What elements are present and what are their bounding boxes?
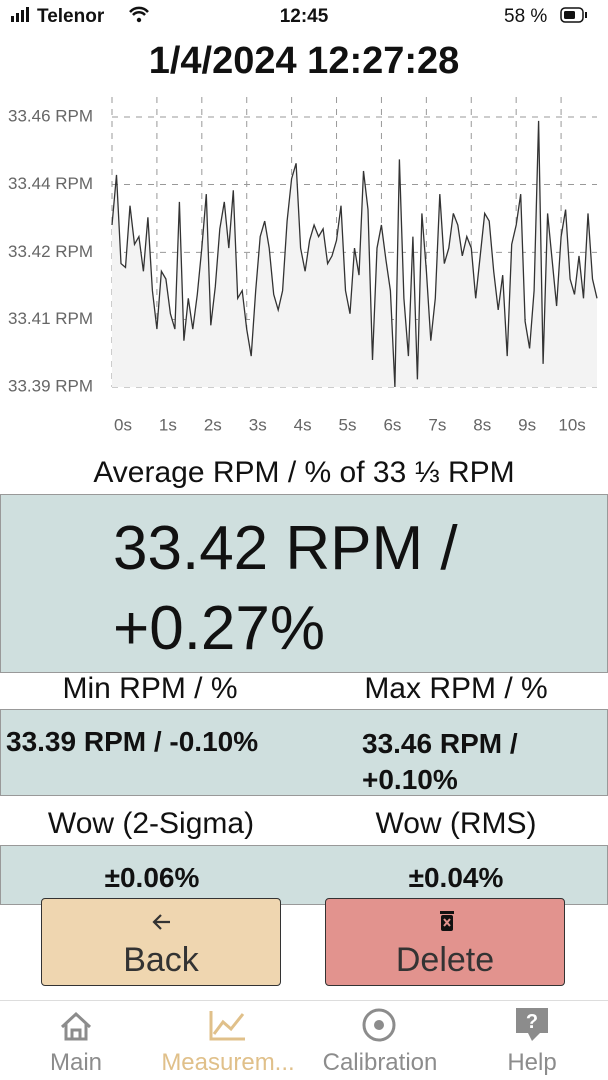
max-value: 33.46 RPM / +0.10% (362, 728, 518, 795)
x-tick-label: 6s (383, 415, 401, 434)
tab-label[interactable]: Main (49, 1049, 103, 1076)
x-tick-label: 0s (114, 415, 132, 434)
tab-icons: ? (60, 1008, 548, 1042)
minmax-box: 33.39 RPM / -0.10% 33.46 RPM / +0.10% (0, 709, 608, 796)
wow-2sigma-value: ±0.06% (104, 862, 200, 893)
x-tick-label: 8s (473, 415, 491, 434)
y-tick-label: 33.46 RPM (8, 106, 93, 125)
chart: 33.46 RPM 33.44 RPM 33.42 RPM 33.41 RPM 33.3… (8, 97, 598, 434)
status-icons (11, 6, 587, 23)
tab-label[interactable]: Measurem... (161, 1049, 295, 1076)
x-tick-label: 9s (518, 415, 536, 434)
back-icon (152, 914, 170, 930)
battery: 58 % (504, 6, 548, 27)
min-value: 33.39 RPM / -0.10% (6, 726, 259, 757)
carrier: Telenor (37, 6, 105, 27)
tab-label[interactable]: Calibration (322, 1049, 438, 1076)
wow-2sigma-label: Wow (2-Sigma) (47, 807, 255, 840)
average-box: 33.42 RPM / +0.27% (0, 494, 608, 673)
trash-icon (440, 911, 454, 931)
back-label: Back (123, 941, 199, 979)
title: 1/4/2024 12:27:28 (148, 40, 460, 82)
x-tick-label: 5s (339, 415, 357, 434)
y-tick-label: 33.44 RPM (8, 174, 93, 193)
min-label: Min RPM / % (62, 672, 238, 705)
wow-rms-label: Wow (RMS) (375, 807, 537, 840)
y-tick-label: 33.41 RPM (8, 309, 93, 328)
x-tick-label: 7s (428, 415, 446, 434)
x-tick-label: 4s (294, 415, 312, 434)
average-value: 33.42 RPM / +0.27% (113, 514, 458, 663)
clock: 12:45 (279, 6, 329, 27)
y-tick-label: 33.39 RPM (8, 376, 93, 395)
tab-label[interactable]: Help (507, 1049, 557, 1076)
x-tick-label: 10s (558, 415, 585, 434)
wow-box: ±0.06% ±0.04% (0, 845, 608, 905)
delete-button[interactable]: Delete (325, 898, 565, 986)
average-label: Average RPM / % of 33 ⅓ RPM (93, 456, 515, 489)
svg-text:?: ? (526, 1011, 538, 1033)
y-tick-label: 33.42 RPM (8, 242, 93, 261)
tab-divider (0, 1000, 608, 1001)
x-tick-label: 2s (204, 415, 222, 434)
line (111, 120, 598, 388)
delete-label: Delete (395, 941, 495, 979)
back-button[interactable]: Back (41, 898, 281, 986)
wow-rms-value: ±0.04% (408, 862, 504, 893)
x-tick-label: 3s (249, 415, 267, 434)
max-label: Max RPM / % (364, 672, 548, 705)
x-tick-label: 1s (159, 415, 177, 434)
